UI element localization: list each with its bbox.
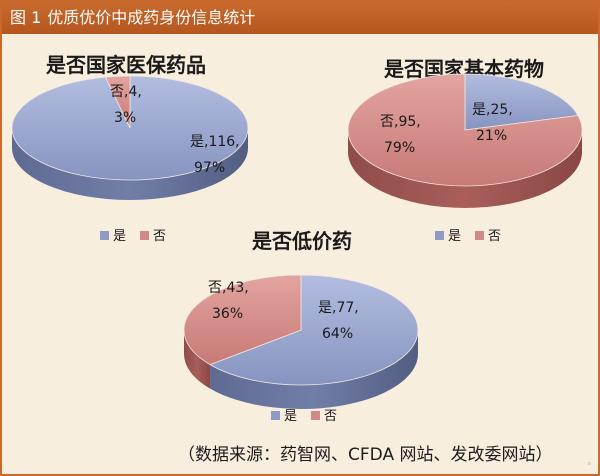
legend-swatch-yes bbox=[271, 411, 280, 420]
legend-swatch-yes bbox=[100, 231, 109, 240]
legend-label: 否 bbox=[153, 229, 166, 244]
figure-title: 优质优价中成药身份信息统计 bbox=[47, 8, 256, 27]
pie-side-是 bbox=[210, 330, 418, 410]
pie-chart-3: 是否低价药是,77,64%否,43,36%是否 bbox=[183, 229, 419, 424]
figure-header: 图 1 优质优价中成药身份信息统计 bbox=[2, 2, 598, 34]
legend-label: 是 bbox=[448, 229, 461, 244]
chart-title: 是否国家医保药品 bbox=[45, 53, 206, 77]
pie-side bbox=[12, 128, 248, 200]
legend-label: 否 bbox=[324, 409, 337, 424]
legend-label: 是 bbox=[113, 229, 126, 244]
pie-slice-yes bbox=[209, 274, 419, 386]
pie-slice-no bbox=[183, 274, 302, 366]
data-label-yes: 是,25, bbox=[472, 102, 513, 118]
watermark: ◦ bbox=[586, 460, 592, 470]
pie-side-是 bbox=[12, 128, 248, 200]
legend-swatch-no bbox=[475, 231, 484, 240]
data-label-no: 否,43, bbox=[208, 280, 249, 296]
data-label-percent: 36% bbox=[212, 306, 243, 322]
pie-side-否 bbox=[348, 130, 582, 208]
pie-side bbox=[348, 130, 582, 208]
chart-legend: 是否 bbox=[435, 229, 501, 244]
pie-chart-1: 是否国家医保药品是,116,97%否,4,3%是否 bbox=[11, 53, 249, 244]
chart-legend: 是否 bbox=[271, 409, 337, 424]
data-label-percent: 64% bbox=[322, 326, 353, 342]
chart-title: 是否低价药 bbox=[251, 229, 352, 253]
pie-chart-2: 是否国家基本药物是,25,21%否,95,79%是否 bbox=[347, 57, 583, 244]
pie-slice-no bbox=[347, 73, 583, 187]
pie-side bbox=[184, 330, 418, 410]
data-label-yes: 是,116, bbox=[190, 134, 240, 150]
data-label-no: 否,4, bbox=[110, 84, 142, 100]
chart-legend: 是否 bbox=[100, 229, 166, 244]
figure-number: 图 1 bbox=[10, 8, 42, 27]
pie-slice-no bbox=[104, 75, 131, 129]
legend-swatch-no bbox=[311, 411, 320, 420]
legend-swatch-no bbox=[140, 231, 149, 240]
pie-slice-yes bbox=[464, 73, 579, 131]
legend-label: 否 bbox=[488, 229, 501, 244]
legend-label: 是 bbox=[284, 409, 297, 424]
data-label-percent: 97% bbox=[194, 160, 225, 176]
pie-side-否 bbox=[184, 330, 211, 389]
data-source-note: （数据来源：药智网、CFDA 网站、发改委网站） bbox=[178, 445, 553, 465]
data-label-yes: 是,77, bbox=[318, 300, 359, 316]
data-label-percent: 79% bbox=[384, 140, 415, 156]
data-label-no: 否,95, bbox=[380, 114, 421, 130]
data-label-percent: 21% bbox=[476, 128, 507, 144]
legend-swatch-yes bbox=[435, 231, 444, 240]
data-label-percent: 3% bbox=[114, 110, 136, 126]
